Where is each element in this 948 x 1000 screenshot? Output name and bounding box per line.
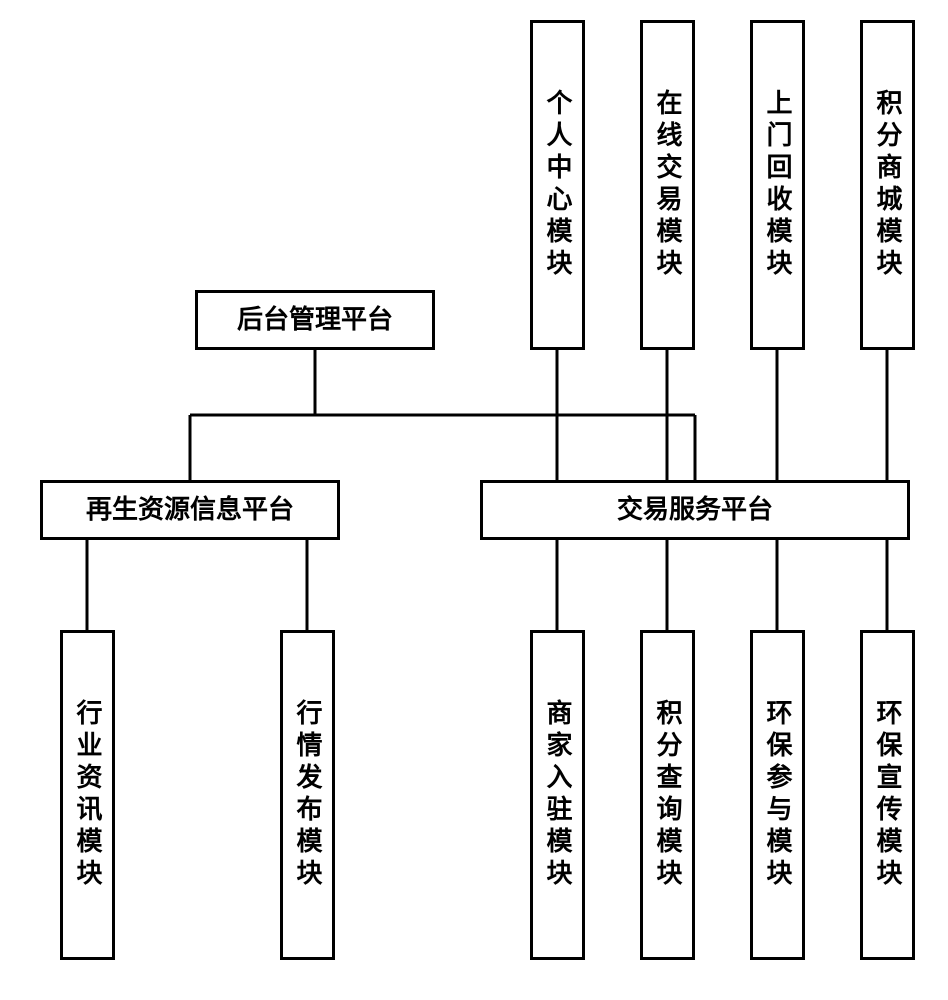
node-industry-news-module: 行业资讯模块 [60,630,115,960]
node-backend-platform: 后台管理平台 [195,290,435,350]
node-info-platform: 再生资源信息平台 [40,480,340,540]
node-doorstep-recycle-module: 上门回收模块 [750,20,805,350]
node-label: 在线交易模块 [649,89,686,281]
node-env-promotion-module: 环保宣传模块 [860,630,915,960]
node-label: 再生资源信息平台 [86,494,294,525]
node-points-mall-module: 积分商城模块 [860,20,915,350]
node-points-query-module: 积分查询模块 [640,630,695,960]
node-env-participate-module: 环保参与模块 [750,630,805,960]
node-trade-platform: 交易服务平台 [480,480,910,540]
node-personal-center-module: 个人中心模块 [530,20,585,350]
node-label: 积分查询模块 [649,699,686,891]
node-label: 个人中心模块 [539,89,576,281]
node-label: 行情发布模块 [289,699,326,891]
node-label: 环保宣传模块 [869,699,906,891]
node-label: 交易服务平台 [617,494,773,525]
node-label: 后台管理平台 [237,304,393,335]
node-online-trade-module: 在线交易模块 [640,20,695,350]
node-label: 商家入驻模块 [539,699,576,891]
node-label: 环保参与模块 [759,699,796,891]
node-label: 积分商城模块 [869,89,906,281]
node-merchant-entry-module: 商家入驻模块 [530,630,585,960]
node-label: 行业资讯模块 [69,699,106,891]
node-label: 上门回收模块 [759,89,796,281]
node-market-publish-module: 行情发布模块 [280,630,335,960]
